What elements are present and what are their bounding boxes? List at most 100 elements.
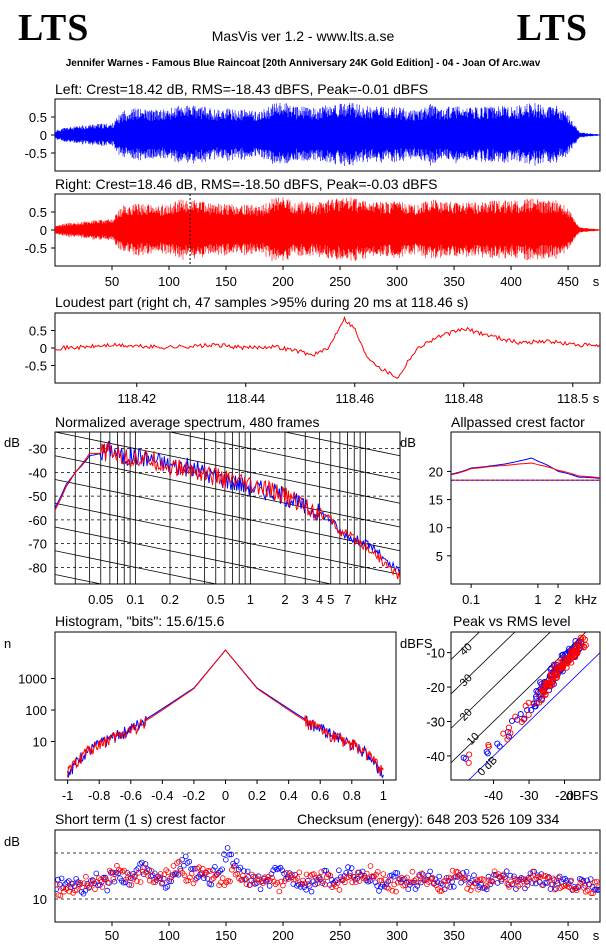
stcrest-point-left [55,886,59,893]
stcrest-point-right [181,872,188,879]
peakrms-point-group [460,634,589,766]
stcrest-point-right [374,868,381,875]
avg-spectrum-ylabel: dB [4,435,20,450]
peak-rms-title: Peak vs RMS level [453,613,571,629]
stcrest-point-left [427,868,433,875]
stcrest-point-left [478,881,485,888]
stcrest-point-right [318,869,325,875]
peakrms-crest-diagonal [451,632,480,661]
stcrest-point-left [219,866,225,873]
stcrest-point-right [159,879,166,886]
stcrest-point-left [217,867,224,874]
stcrest-point-right [396,876,403,883]
logo-left: LTS [18,7,90,49]
spectrum-xtick-label: 0.2 [161,592,179,607]
stcrest-point-left [111,878,118,885]
spectrum-xtick-label: 2 [281,592,288,607]
stcrest-point-right [473,876,480,883]
stcrest-point-right [261,874,268,880]
stcrest-point-right [340,876,346,883]
peakrms-point-right [530,700,537,707]
stcrest-point-right [243,881,250,887]
stcrest-point-right [95,875,102,881]
stcrest-point-left [394,870,401,876]
allpass-xtick-label: 2 [554,592,561,607]
stcrest-point-right [303,871,310,878]
stcrest-xtick-label: 300 [386,928,408,943]
stcrest-point-left [233,858,240,864]
stcrest-point-right [103,876,109,883]
spectrum-ytick-label: -70 [28,537,47,552]
stcrest-point-right [568,877,574,884]
stcrest-point-left [485,873,492,880]
stcrest-point-right [168,874,175,880]
stcrest-point-right [360,875,367,881]
stcrest-ytick-label: 10 [33,892,47,907]
stcrest-point-right [101,876,107,882]
stcrest-point-right [495,871,502,877]
stcrest-point-right [150,879,157,885]
stcrest-point-right [192,876,199,883]
stcrest-point-left [266,883,273,889]
histogram-xtick-label: 1 [380,788,387,803]
spectrum-slope-line [55,479,400,552]
spectrum-slope-line [55,313,400,384]
stcrest-point-right [128,882,135,888]
loudest-ytick-label: 0 [40,341,47,356]
allpass-frame [450,431,601,585]
stcrest-point-left [159,880,165,887]
stcrest-point-left [272,864,278,871]
stcrest-point-right [291,876,297,883]
allpass-ytick-label: 5 [436,549,443,564]
stcrest-point-right [230,863,237,870]
stcrest-point-left [237,864,244,871]
stcrest-point-right [413,876,419,882]
allpass-ytick-label: 10 [429,521,443,536]
avg-spectrum-title: Normalized average spectrum, 480 frames [55,414,320,430]
stcrest-point-right [283,870,290,876]
peakrms-xtick-label: -20 [555,788,574,803]
histogram-ytick-label: 1000 [18,672,47,687]
stcrest-point-right [590,890,596,896]
stcrest-point-right [444,883,450,889]
loudest-xtick-label: 118.42 [117,391,156,406]
stcrest-point-left [414,883,421,889]
right-xtick-label: 450 [557,274,579,289]
stcrest-xtick-label: 350 [443,928,465,943]
stcrest-point-right [270,878,277,885]
histogram-series-group [67,649,384,779]
stcrest-point-right [167,875,173,882]
stcrest-point-right [250,879,257,886]
peakrms-point-right [465,759,472,766]
stcrest-point-left [450,883,457,890]
stcrest-point-right [241,876,248,883]
stcrest-point-left [507,872,514,879]
stcrest-point-right [121,867,127,874]
right-waveform-group [55,197,600,262]
peakrms-point-right [538,697,545,704]
histogram-title: Histogram, "bits": 15.6/15.6 [55,613,225,629]
stcrest-point-right [546,874,553,881]
stcrest-point-left [223,856,229,863]
stcrest-point-left [336,867,342,874]
stcrest-point-left [204,875,211,882]
peakrms-crest-diagonal [451,632,587,764]
right-ytick-label: 0.5 [29,205,47,220]
peakrms-point-right [541,680,548,687]
peakrms-point-right [505,724,512,731]
peakrms-point-right [525,699,532,706]
peakrms-point-left [517,711,524,718]
stcrest-point-right [57,892,64,899]
stcrest-point-right [555,874,562,881]
stcrest-point-right [300,877,306,884]
spectrum-xtick-label: 5 [327,592,334,607]
stcrest-point-left [334,877,340,883]
stcrest-point-right [402,882,408,888]
stcrest-point-right [336,887,343,893]
stcrest-point-left [447,884,454,890]
stcrest-point-right [593,878,600,885]
stcrest-point-right [586,881,593,888]
spectrum-xtick-label: 7 [344,592,351,607]
stcrest-point-right [447,875,454,882]
stcrest-point-right [573,887,580,894]
